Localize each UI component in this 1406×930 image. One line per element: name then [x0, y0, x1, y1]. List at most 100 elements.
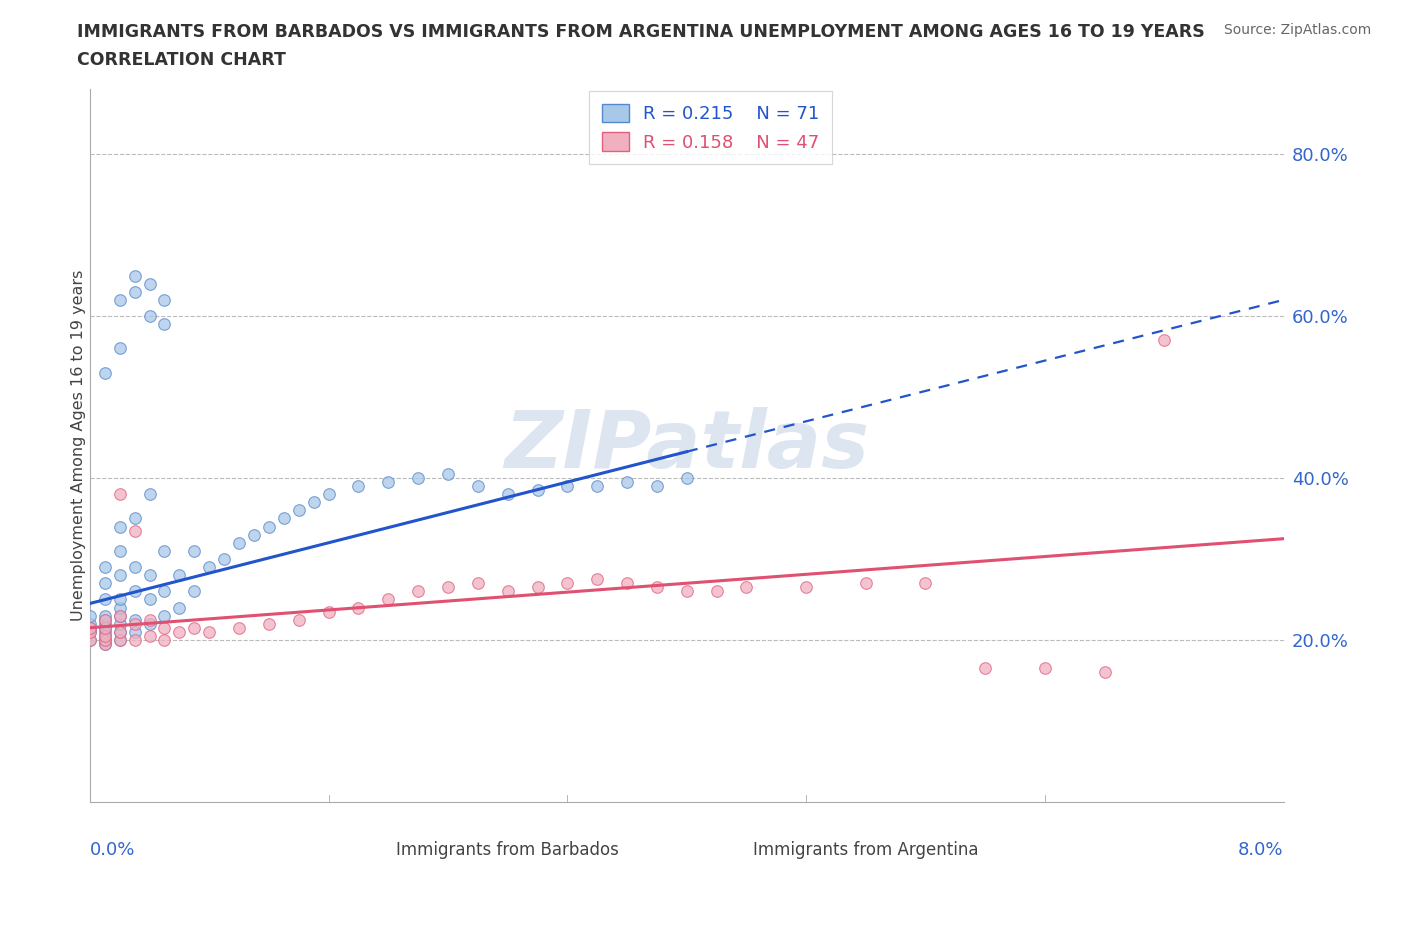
Point — [108, 624, 131, 639]
Point — [94, 365, 117, 380]
Text: 0.0%: 0.0% — [90, 841, 135, 859]
Point — [94, 629, 117, 644]
Point — [169, 600, 191, 615]
Point — [124, 268, 146, 283]
Text: ZIPatlas: ZIPatlas — [505, 406, 869, 485]
Point — [406, 584, 429, 599]
Point — [675, 471, 697, 485]
Point — [616, 576, 638, 591]
Point — [287, 612, 309, 627]
Point — [228, 536, 250, 551]
Point — [153, 584, 176, 599]
Point — [586, 572, 609, 587]
Point — [273, 511, 295, 525]
Point — [94, 620, 117, 635]
Point — [467, 479, 489, 494]
Point — [138, 617, 160, 631]
Point — [198, 624, 221, 639]
Point — [645, 479, 668, 494]
Point — [79, 620, 101, 635]
Point — [496, 486, 519, 501]
Point — [108, 632, 131, 647]
Point — [94, 624, 117, 639]
Point — [586, 479, 609, 494]
Point — [138, 276, 160, 291]
Point — [228, 620, 250, 635]
Point — [318, 604, 340, 619]
Point — [79, 632, 101, 647]
Point — [153, 632, 176, 647]
Point — [94, 632, 117, 647]
Point — [79, 608, 101, 623]
Point — [212, 551, 235, 566]
Point — [169, 567, 191, 582]
Point — [198, 560, 221, 575]
Point — [347, 479, 370, 494]
Text: IMMIGRANTS FROM BARBADOS VS IMMIGRANTS FROM ARGENTINA UNEMPLOYMENT AMONG AGES 16: IMMIGRANTS FROM BARBADOS VS IMMIGRANTS F… — [77, 23, 1205, 41]
Point — [94, 632, 117, 647]
Point — [79, 632, 101, 647]
Point — [302, 495, 325, 510]
Point — [243, 527, 266, 542]
Point — [467, 576, 489, 591]
Point — [124, 560, 146, 575]
Point — [94, 629, 117, 644]
Point — [124, 632, 146, 647]
Point — [124, 584, 146, 599]
Text: Immigrants from Barbados: Immigrants from Barbados — [396, 841, 619, 859]
Point — [94, 636, 117, 651]
Point — [138, 612, 160, 627]
Point — [153, 620, 176, 635]
Point — [183, 584, 205, 599]
Point — [108, 519, 131, 534]
Point — [108, 592, 131, 607]
Point — [257, 617, 280, 631]
Point — [437, 467, 460, 482]
Point — [437, 579, 460, 594]
Point — [124, 612, 146, 627]
Point — [914, 576, 936, 591]
Point — [138, 486, 160, 501]
Point — [94, 620, 117, 635]
Point — [183, 620, 205, 635]
Point — [377, 592, 399, 607]
Legend: R = 0.215    N = 71, R = 0.158    N = 47: R = 0.215 N = 71, R = 0.158 N = 47 — [589, 91, 832, 165]
Point — [706, 584, 728, 599]
Point — [496, 584, 519, 599]
Y-axis label: Unemployment Among Ages 16 to 19 years: Unemployment Among Ages 16 to 19 years — [72, 270, 86, 621]
Point — [526, 579, 548, 594]
Point — [153, 292, 176, 307]
Point — [1033, 661, 1056, 676]
Point — [526, 483, 548, 498]
Point — [735, 579, 758, 594]
Point — [108, 600, 131, 615]
Point — [108, 617, 131, 631]
Point — [94, 636, 117, 651]
Point — [138, 567, 160, 582]
Point — [557, 479, 579, 494]
Point — [94, 608, 117, 623]
Point — [94, 617, 117, 631]
Point — [124, 285, 146, 299]
Point — [153, 608, 176, 623]
Point — [94, 592, 117, 607]
Point — [675, 584, 697, 599]
Point — [153, 543, 176, 558]
Point — [108, 608, 131, 623]
Point — [124, 524, 146, 538]
Point — [94, 612, 117, 627]
Point — [138, 309, 160, 324]
Point — [94, 612, 117, 627]
Point — [347, 600, 370, 615]
Point — [406, 471, 429, 485]
Point — [124, 511, 146, 525]
Point — [108, 486, 131, 501]
Point — [794, 579, 817, 594]
Point — [79, 620, 101, 635]
Point — [616, 474, 638, 489]
Text: Source: ZipAtlas.com: Source: ZipAtlas.com — [1223, 23, 1371, 37]
Point — [257, 519, 280, 534]
Point — [108, 341, 131, 356]
Point — [377, 474, 399, 489]
Point — [94, 576, 117, 591]
